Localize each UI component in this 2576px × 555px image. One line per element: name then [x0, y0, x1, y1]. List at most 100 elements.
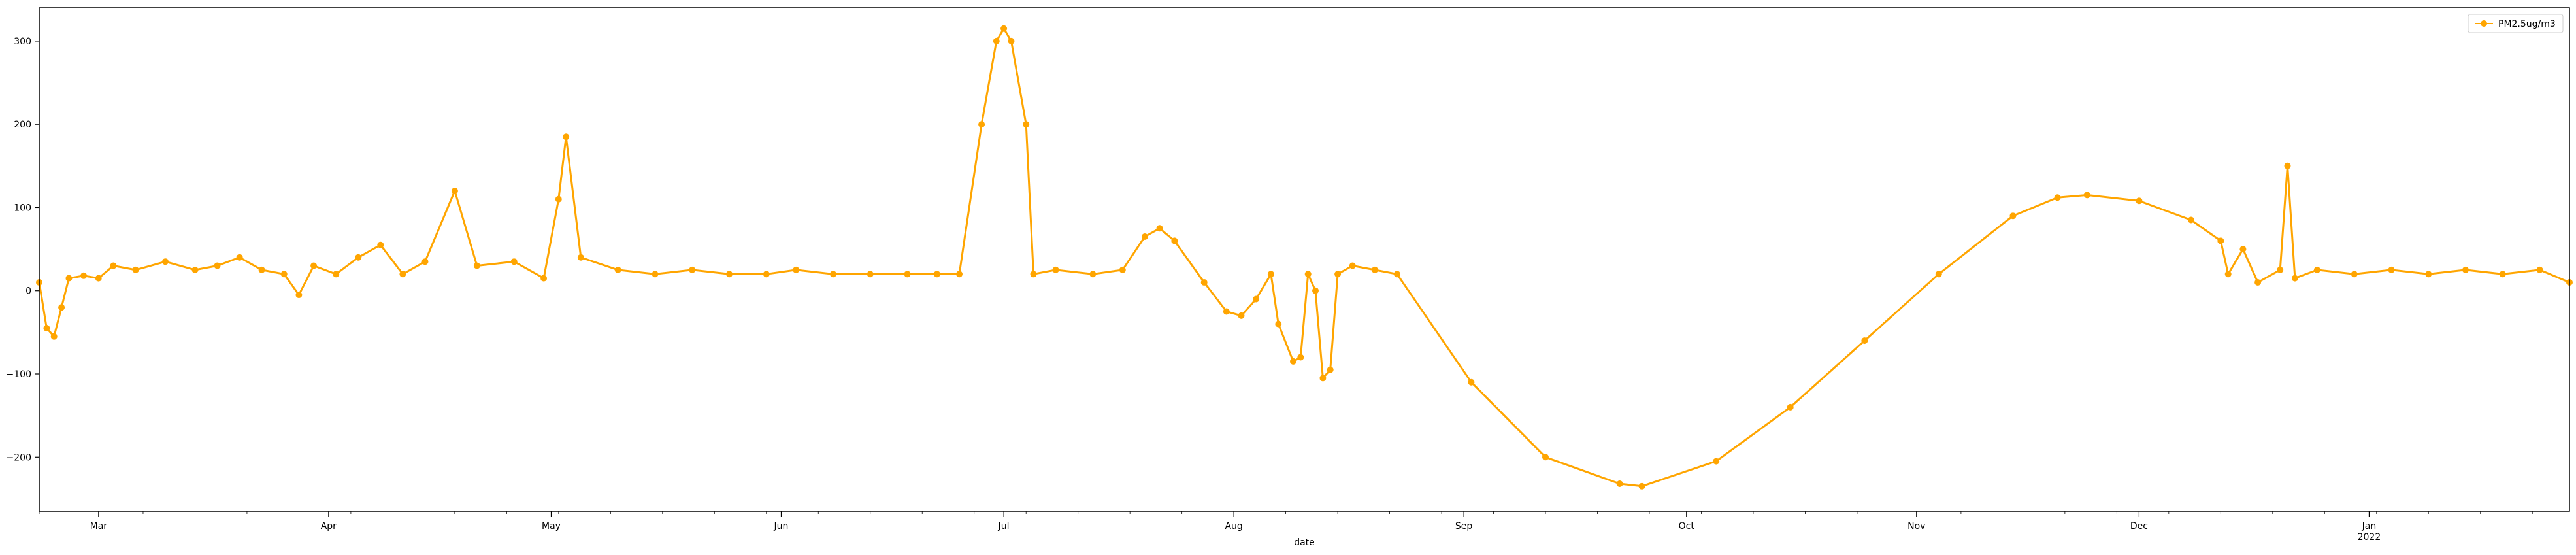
data-point	[1119, 266, 1126, 273]
data-point	[614, 266, 621, 273]
data-point	[2009, 212, 2017, 220]
data-point	[1089, 271, 1097, 278]
data-point	[1935, 271, 1942, 278]
x-tick-label: Mar	[90, 521, 108, 531]
data-point	[1030, 271, 1037, 278]
data-point	[2254, 279, 2262, 286]
data-point	[1253, 295, 1260, 303]
x-tick-sublabel: 2022	[2358, 532, 2381, 543]
x-tick-label: Dec	[2130, 521, 2148, 531]
data-point	[1171, 237, 1178, 244]
data-point	[333, 271, 340, 278]
x-tick-label: Aug	[1225, 521, 1242, 531]
data-point	[1542, 454, 1549, 461]
data-point	[1787, 403, 1794, 411]
series-line	[38, 27, 2570, 488]
data-point	[1713, 458, 1720, 465]
data-point	[295, 292, 303, 299]
x-tick-label: Jan	[2362, 521, 2377, 531]
y-tick-label: 200	[14, 120, 31, 130]
data-point	[2284, 162, 2291, 169]
data-point	[978, 121, 985, 128]
data-point	[993, 37, 1000, 44]
data-point	[473, 262, 480, 269]
data-point	[399, 271, 406, 278]
legend: PM2.5ug/m3	[2468, 14, 2564, 33]
data-point	[2224, 271, 2232, 278]
data-point	[162, 258, 169, 265]
data-point	[110, 262, 117, 269]
data-point	[2239, 246, 2247, 253]
data-point	[2536, 266, 2543, 273]
x-tick-label: May	[542, 521, 561, 531]
data-point	[2277, 266, 2284, 273]
data-point	[132, 266, 139, 273]
data-point	[2136, 197, 2143, 205]
data-point	[451, 188, 458, 194]
data-point	[555, 195, 562, 203]
data-point	[1349, 262, 1356, 269]
data-point	[1327, 366, 1334, 373]
data-point	[214, 262, 221, 269]
x-tick-label: Jul	[998, 521, 1010, 531]
data-point	[867, 271, 874, 278]
y-tick-label: 300	[14, 37, 31, 47]
data-point	[2217, 237, 2224, 244]
data-point	[355, 254, 362, 261]
y-tick-label: 0	[25, 286, 31, 297]
data-point	[377, 241, 384, 248]
data-point	[1052, 266, 1059, 273]
plot-area	[36, 25, 2573, 490]
data-point	[310, 262, 318, 269]
data-point	[689, 266, 696, 273]
x-tick-label: Oct	[1679, 521, 1695, 531]
data-point	[577, 254, 584, 261]
legend-box	[2468, 14, 2564, 33]
data-point	[421, 258, 429, 265]
data-point	[2054, 194, 2061, 201]
data-point	[1023, 121, 1030, 128]
data-point	[1312, 287, 1319, 294]
data-point	[58, 304, 65, 311]
data-point	[1290, 358, 1296, 365]
legend-label: PM2.5ug/m3	[2498, 19, 2556, 29]
data-point	[95, 275, 102, 282]
data-point	[191, 266, 199, 273]
data-point	[50, 333, 58, 340]
data-point	[1200, 279, 1208, 286]
data-point	[1468, 378, 1475, 386]
data-point	[1156, 225, 1163, 232]
data-point	[65, 275, 73, 282]
data-point	[1223, 308, 1230, 315]
data-point	[1275, 320, 1282, 328]
x-axis-title: date	[1294, 537, 1315, 548]
x-tick-label: Nov	[1907, 521, 1925, 531]
legend-marker-swatch	[2481, 20, 2487, 27]
data-point	[763, 271, 770, 278]
y-tick-label: −100	[7, 369, 31, 380]
data-point	[2083, 192, 2090, 199]
data-point	[1000, 25, 1008, 32]
data-point	[726, 271, 733, 278]
data-point	[2388, 266, 2395, 273]
data-point	[904, 271, 911, 278]
data-point	[236, 254, 243, 261]
data-point	[2499, 271, 2506, 278]
data-point	[956, 271, 963, 278]
data-point	[563, 133, 570, 141]
x-tick-label: Sep	[1455, 521, 1473, 531]
data-point	[1334, 271, 1342, 278]
data-point	[1371, 266, 1378, 273]
data-point	[1393, 271, 1400, 278]
x-tick-label: Apr	[321, 521, 337, 531]
data-point	[2187, 216, 2194, 224]
data-point	[2351, 271, 2358, 278]
data-point	[1319, 375, 1327, 382]
data-point	[540, 275, 548, 282]
data-point	[1616, 480, 1623, 487]
data-point	[2313, 266, 2320, 273]
data-point	[1267, 271, 1274, 278]
data-point	[80, 272, 88, 279]
data-point	[933, 271, 940, 278]
